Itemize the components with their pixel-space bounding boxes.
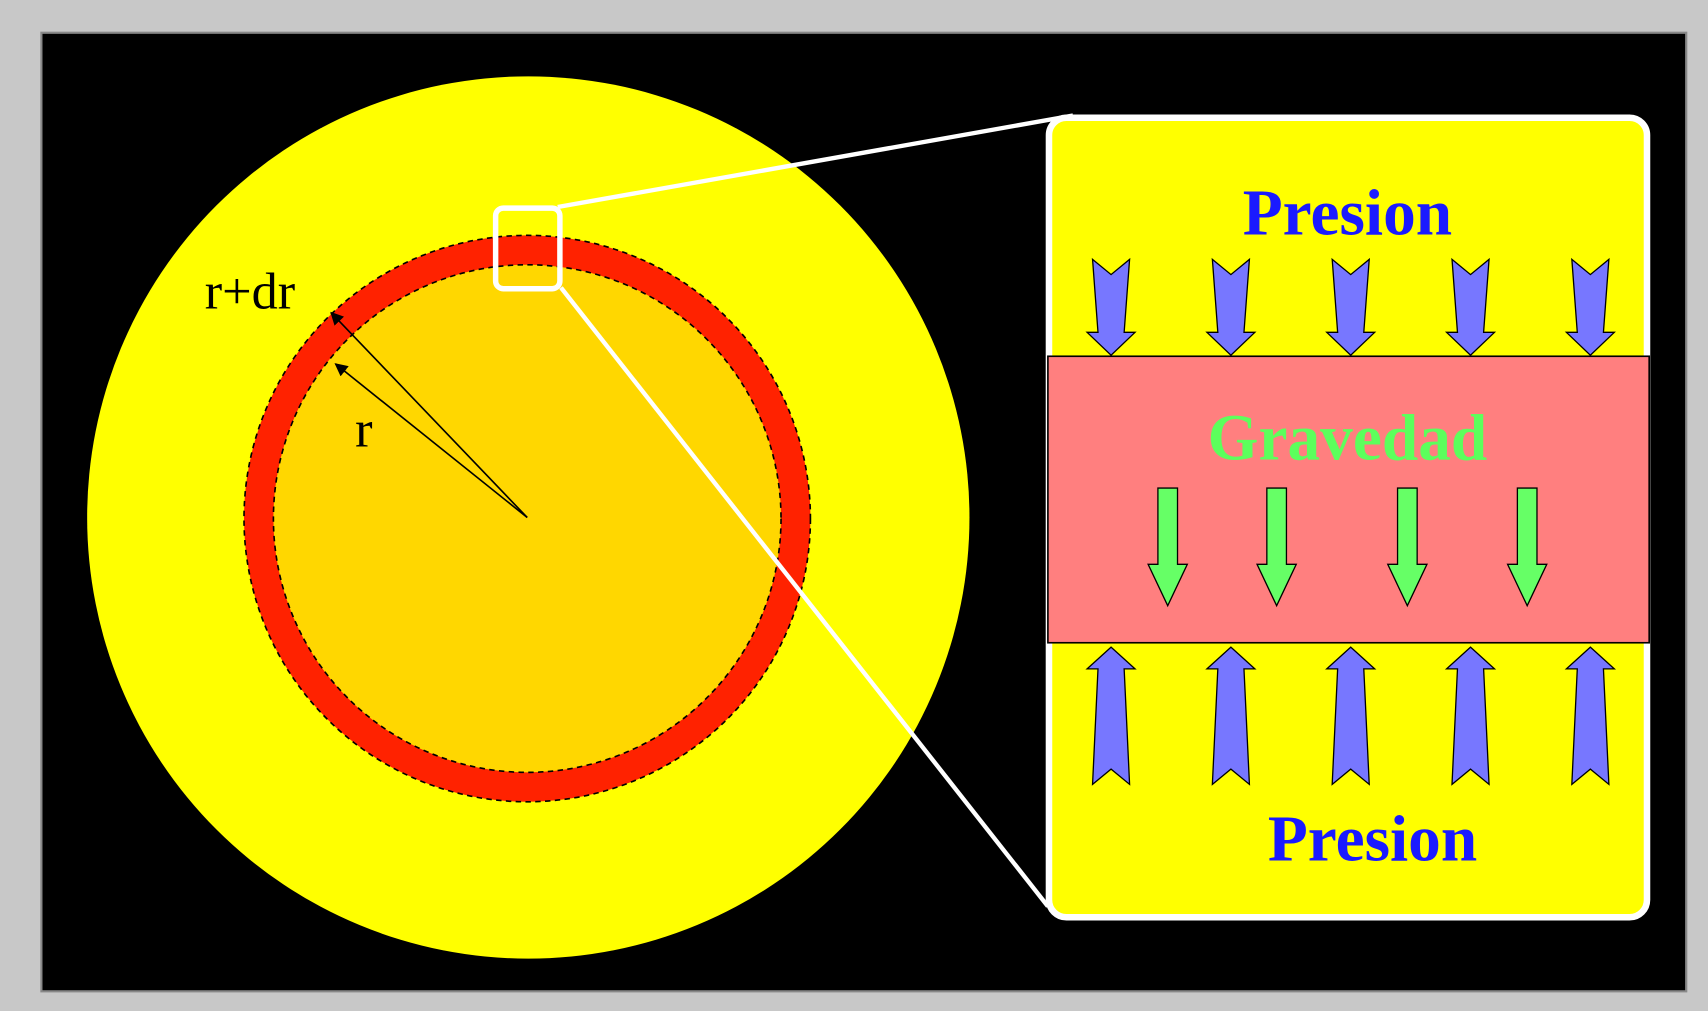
label-r-dr: r+dr xyxy=(205,262,295,320)
pressure-arrow-up xyxy=(1444,646,1497,786)
arrows xyxy=(1085,257,1617,786)
gravity-arrow xyxy=(1506,487,1548,608)
pressure-arrow-up xyxy=(1205,646,1257,786)
gravity-arrow xyxy=(1386,487,1428,608)
radius-outer xyxy=(330,311,528,519)
pressure-label-top: Presion xyxy=(1243,177,1452,249)
pressure-arrow-up xyxy=(1564,646,1617,786)
pressure-arrow-down xyxy=(1085,257,1137,357)
pressure-arrow-down xyxy=(1205,257,1257,357)
core xyxy=(272,263,782,774)
radius-inner xyxy=(334,363,528,519)
pressure-arrow-up xyxy=(1085,646,1137,786)
label-r: r xyxy=(355,401,372,459)
gravity-arrow xyxy=(1256,487,1298,608)
pressure-arrow-down xyxy=(1325,257,1377,357)
zoom-line xyxy=(557,113,1074,210)
pressure-arrow-down xyxy=(1444,257,1497,357)
pressure-label-bottom: Presion xyxy=(1268,804,1477,876)
gravity-arrow xyxy=(1147,487,1189,608)
gravity-label: Gravedad xyxy=(1208,403,1488,475)
pressure-arrow-down xyxy=(1564,257,1616,357)
zoom-line xyxy=(559,286,1050,908)
shell-slab xyxy=(1047,355,1650,644)
zoom-box xyxy=(492,205,563,292)
pressure-arrow-up xyxy=(1325,646,1377,786)
